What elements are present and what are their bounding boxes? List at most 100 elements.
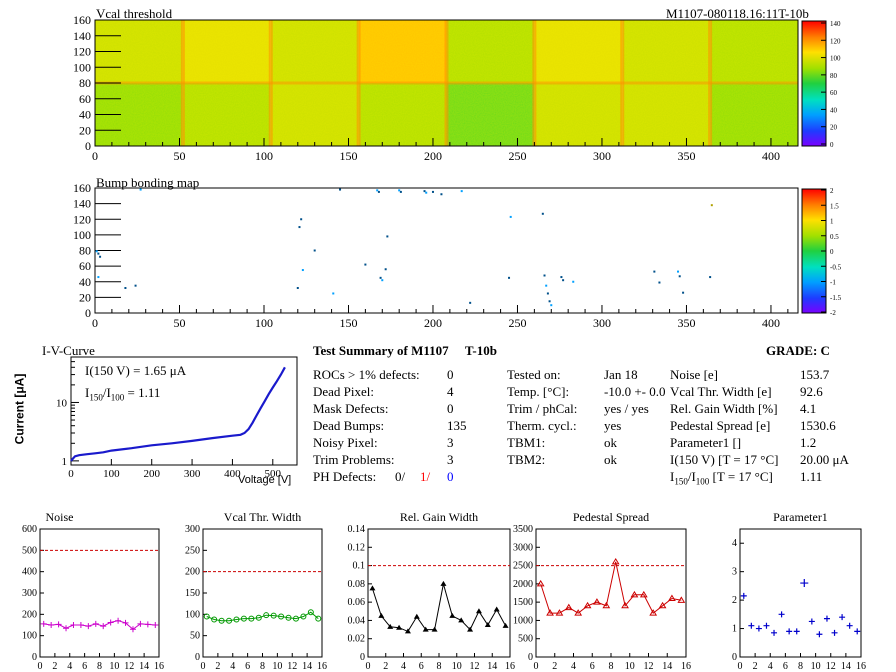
roc-plot-3-point	[493, 606, 500, 612]
iv-frame	[70, 356, 298, 466]
roc-plot-3-point	[475, 608, 482, 614]
bump-point	[562, 279, 565, 282]
bump-point	[653, 270, 656, 273]
summary-left-item-label: Noisy Pixel:	[313, 435, 378, 450]
roc-plot-1-x-tick-label: 4	[67, 661, 72, 672]
roc-plot-4-x-tick-label: 6	[590, 661, 595, 672]
roc-plot-5-point	[740, 592, 747, 599]
roc-plot-4-point	[630, 590, 639, 598]
summary-right-item-label: Rel. Gain Width [%]	[670, 401, 778, 416]
bump-point	[546, 292, 549, 295]
roc-plot-3-x-tick-label: 10	[452, 661, 462, 672]
roc-plot-4-point	[677, 596, 686, 603]
iv-xlabel: Voltage [V]	[238, 474, 292, 486]
summary-title: Test Summary of M1107 T-10b	[313, 343, 497, 358]
bump-point	[300, 218, 303, 221]
roc-plot-5-x-tick-label: 4	[768, 661, 773, 672]
summary-right-item-value: 1530.6	[800, 418, 836, 433]
bump-point	[386, 235, 389, 238]
bump-palette-label: 0	[830, 248, 834, 256]
vcal-palette-label: 80	[830, 72, 838, 80]
bump-point	[677, 270, 680, 273]
roc-plot-5-x-tick-label: 8	[798, 661, 803, 672]
iv-ylabel: Current [μA]	[12, 373, 27, 445]
roc-plot-5-y-tick-label: 0	[732, 652, 737, 663]
summary-mid-item-value: yes	[604, 418, 622, 433]
roc-plot-4-point	[574, 609, 583, 616]
bump-point	[339, 188, 342, 191]
summary-right-item-label: Pedestal Spread [e]	[670, 418, 771, 433]
bump-map-y-tick-label: 120	[73, 212, 91, 226]
roc-plot-3-series-line	[371, 583, 507, 633]
roc-plot-5-point	[808, 618, 815, 625]
vcal-threshold-title: Vcal threshold	[96, 6, 173, 21]
bump-palette-label: -0.5	[830, 263, 842, 271]
roc-plot-1-x-tick-label: 12	[124, 661, 134, 672]
roc-plot-1-point	[115, 617, 122, 624]
bump-point	[139, 188, 142, 191]
bump-point	[364, 263, 367, 266]
iv-series-line	[70, 366, 286, 462]
module-id-label: M1107-080118.16:11T-10b	[666, 6, 809, 21]
roc-plot-1-point	[129, 626, 136, 633]
roc-plot-2-x-tick-label: 4	[230, 661, 235, 672]
roc-plot-1-point	[137, 620, 144, 627]
roc-plot-2-point	[233, 616, 240, 623]
roc-plot-1-point	[48, 622, 55, 628]
roc-plot-3-x-tick-label: 2	[383, 661, 388, 672]
roc-plot-1-y-tick-label: 400	[22, 567, 37, 578]
roc-plot-2-point	[240, 615, 247, 622]
bump-map-x-tick-label: 100	[255, 316, 273, 330]
vcal-map-y-tick-label: 160	[73, 13, 91, 27]
roc-plot-1-series-line	[43, 620, 156, 630]
vcal-map-y-tick-label: 20	[79, 123, 91, 137]
roc-plot-5-y-tick-label: 2	[732, 595, 737, 606]
roc-plot-4-point	[564, 603, 573, 611]
roc-plot-1-point	[152, 622, 159, 628]
roc-plot-1-x-tick-label: 0	[38, 661, 43, 672]
roc-plot-5-point	[823, 615, 830, 622]
summary-right-item-value: 153.7	[800, 367, 830, 382]
summary-right-item-label: Noise [e]	[670, 367, 719, 382]
vcal-map-x-tick-label: 300	[593, 149, 611, 163]
roc-plot-5-point	[854, 628, 861, 635]
summary-left-item-label: Trim Problems:	[313, 452, 395, 467]
roc-plot-5-point	[755, 625, 762, 632]
bump-point	[398, 189, 401, 192]
summary-left-item-label: ROCs > 1% defects:	[313, 367, 420, 382]
roc-plot-3-point	[467, 626, 474, 632]
roc-plot-4-x-tick-label: 12	[644, 661, 654, 672]
bump-point	[550, 304, 553, 307]
roc-plot-5-point	[839, 614, 846, 621]
bump-point	[710, 204, 713, 207]
bump-point	[509, 215, 512, 218]
vcal-map-y-tick-label: 60	[79, 92, 91, 106]
roc-plot-1-y-tick-label: 100	[22, 631, 37, 642]
roc-plot-4-x-tick-label: 0	[534, 661, 539, 672]
bump-palette-label: 2	[830, 187, 834, 195]
roc-plot-5-frame	[739, 528, 862, 658]
vcal-palette-label: 120	[830, 37, 841, 45]
summary-right-item-label: I(150 V) [T = 17 °C]	[670, 452, 779, 467]
roc-plot-4-y-tick-label: 1000	[513, 615, 533, 626]
bump-palette-label: 1.5	[830, 202, 839, 210]
bump-point	[460, 190, 463, 193]
bump-map-x-tick-label: 300	[593, 316, 611, 330]
roc-plot-1-point	[77, 622, 84, 628]
roc-plot-1-title: Noise	[46, 510, 74, 524]
vcal-map-y-tick-label: 80	[79, 76, 91, 90]
roc-plot-4-x-tick-label: 2	[552, 661, 557, 672]
roc-plot-5-point	[800, 579, 809, 588]
vcal-palette-label: 40	[830, 106, 838, 114]
roc-plot-1-y-tick-label: 600	[22, 524, 37, 535]
roc-plot-3-y-tick-label: 0	[360, 652, 365, 663]
roc-plot-1-x-tick-label: 8	[97, 661, 102, 672]
iv-x-tick-label: 200	[143, 468, 160, 480]
vcal-palette-frame	[801, 20, 827, 147]
roc-plot-2-frame	[202, 528, 323, 658]
ph-defects-value-2: 1/	[420, 469, 431, 484]
roc-plot-1-point	[100, 623, 107, 630]
bump-point	[99, 255, 102, 258]
roc-plot-4-y-tick-label: 2500	[513, 561, 533, 572]
